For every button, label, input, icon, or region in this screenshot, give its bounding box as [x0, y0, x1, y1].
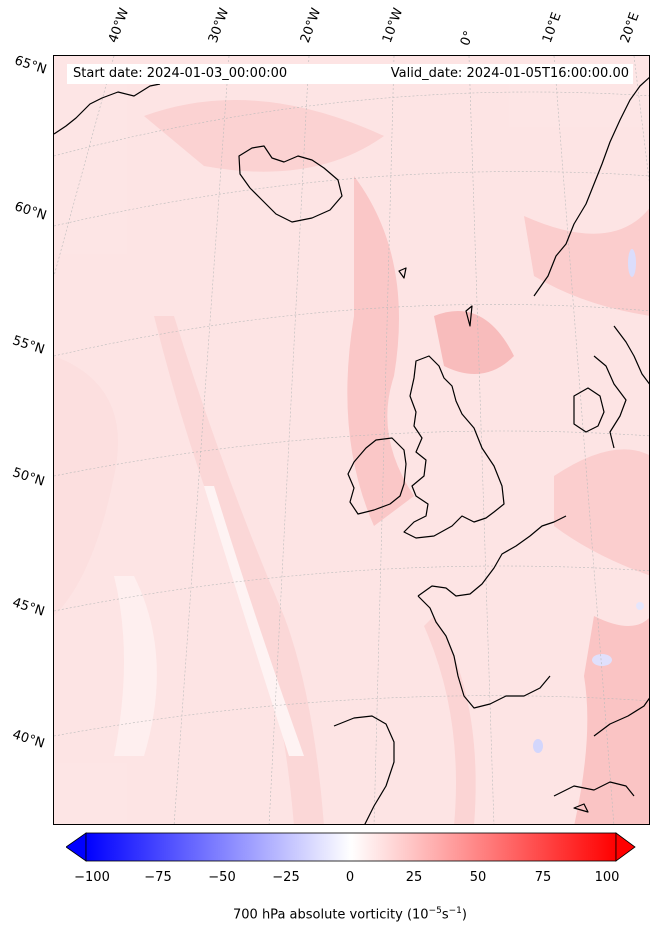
- coastlines: [54, 77, 649, 824]
- lat-label-60n: 60°N: [12, 199, 49, 224]
- header-background: [67, 64, 633, 84]
- colorbar-high-extend: [615, 832, 636, 862]
- colorbar-tick: 25: [405, 870, 423, 885]
- colorbar: [66, 832, 636, 862]
- colorbar-tick: 75: [534, 870, 552, 885]
- colorbar-tick: −50: [208, 870, 236, 885]
- lat-label-45n: 45°N: [10, 595, 47, 620]
- colorbar-gradient: [85, 832, 617, 862]
- lat-label-50n: 50°N: [10, 465, 47, 490]
- lon-label-40w: 40°W: [105, 6, 133, 45]
- colorbar-label: 700 hPa absolute vorticity (10−5s−1): [0, 906, 659, 922]
- vorticity-field: [54, 56, 649, 824]
- colorbar-tick: 0: [345, 870, 355, 885]
- lon-label-30w: 30°W: [205, 6, 233, 45]
- lon-label-0: 0°: [457, 28, 478, 48]
- colorbar-label-exp2: −1: [448, 906, 462, 916]
- lat-label-55n: 55°N: [10, 333, 47, 358]
- colorbar-label-text: 700 hPa absolute vorticity (10: [233, 907, 429, 923]
- colorbar-tick: −100: [74, 870, 110, 885]
- lon-label-10e: 10°E: [539, 10, 565, 46]
- lat-label-65n: 65°N: [12, 53, 49, 78]
- colorbar-label-unit: s: [441, 907, 449, 923]
- colorbar-tick: −25: [272, 870, 300, 885]
- colorbar-tick: −75: [144, 870, 172, 885]
- lon-label-20w: 20°W: [297, 6, 325, 45]
- lat-label-40n: 40°N: [10, 727, 47, 752]
- colorbar-low-extend: [66, 832, 87, 862]
- start-date-label: Start date: 2024-01-03_00:00:00: [73, 66, 288, 81]
- valid-date-label: Valid_date: 2024-01-05T16:00:00.00: [390, 66, 629, 81]
- lon-label-20e: 20°E: [617, 10, 643, 46]
- graticule: [54, 56, 649, 824]
- colorbar-tick: 50: [469, 870, 487, 885]
- lon-label-10w: 10°W: [379, 6, 407, 45]
- colorbar-label-exp: −5: [428, 906, 442, 916]
- colorbar-tick: 100: [594, 870, 620, 885]
- colorbar-label-close: ): [461, 907, 467, 923]
- vorticity-map: [54, 56, 649, 824]
- map-panel: [53, 55, 650, 825]
